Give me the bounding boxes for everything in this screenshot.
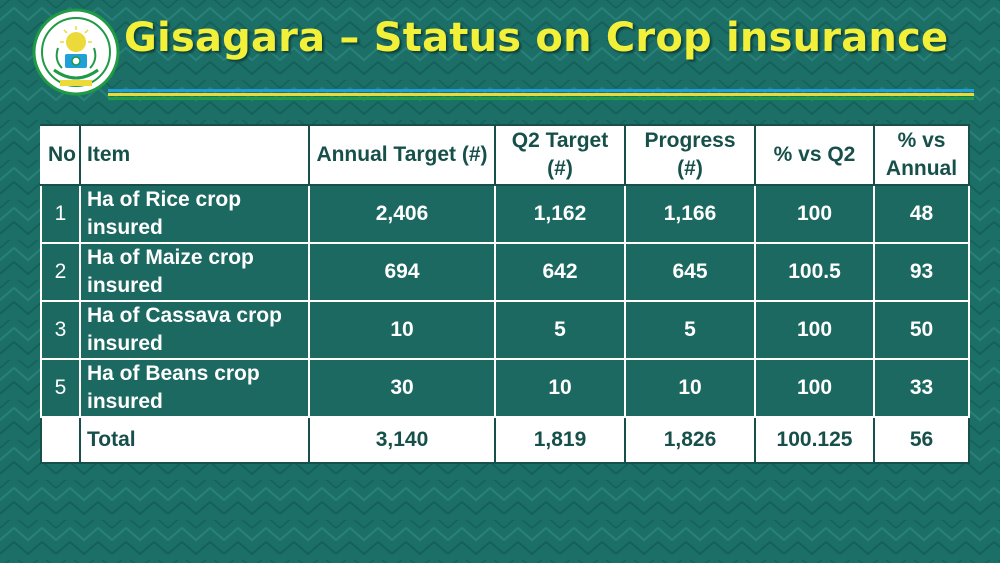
cell-no: 5: [40, 358, 81, 418]
cell-pct-q2: 100: [754, 300, 875, 360]
cell-annual-target: 3,140: [308, 416, 496, 464]
cell-no: 3: [40, 300, 81, 360]
header-q2-target: Q2 Target (#): [494, 124, 626, 186]
header-progress: Progress (#): [624, 124, 756, 186]
cell-item: Total: [79, 416, 310, 464]
cell-pct-annual: 33: [873, 358, 970, 418]
cell-progress: 645: [624, 242, 756, 302]
header-annual-target: Annual Target (#): [308, 124, 496, 186]
cell-item: Ha of Maize crop insured: [79, 242, 310, 302]
page-title: Gisagara – Status on Crop insurance: [124, 15, 949, 61]
header-pct-annual: % vs Annual: [873, 124, 970, 186]
header-pct-q2: % vs Q2: [754, 124, 875, 186]
cell-annual-target: 2,406: [308, 184, 496, 244]
cell-q2-target: 10: [494, 358, 626, 418]
cell-q2-target: 1,162: [494, 184, 626, 244]
cell-q2-target: 1,819: [494, 416, 626, 464]
cell-no: 1: [40, 184, 81, 244]
cell-pct-q2: 100: [754, 358, 875, 418]
cell-progress: 5: [624, 300, 756, 360]
table-row: 5 Ha of Beans crop insured 30 10 10 100 …: [40, 358, 970, 418]
cell-progress: 1,166: [624, 184, 756, 244]
cell-pct-annual: 50: [873, 300, 970, 360]
cell-annual-target: 10: [308, 300, 496, 360]
cell-no: 2: [40, 242, 81, 302]
crop-insurance-table: No Item Annual Target (#) Q2 Target (#) …: [40, 124, 970, 464]
table-header-row: No Item Annual Target (#) Q2 Target (#) …: [40, 124, 970, 186]
cell-progress: 1,826: [624, 416, 756, 464]
table-row: 2 Ha of Maize crop insured 694 642 645 1…: [40, 242, 970, 302]
cell-pct-q2: 100.125: [754, 416, 875, 464]
cell-pct-annual: 48: [873, 184, 970, 244]
rwanda-emblem-logo: [32, 8, 120, 96]
table-row: 1 Ha of Rice crop insured 2,406 1,162 1,…: [40, 184, 970, 244]
header-item: Item: [79, 124, 310, 186]
cell-no: [40, 416, 81, 464]
cell-pct-q2: 100: [754, 184, 875, 244]
cell-annual-target: 694: [308, 242, 496, 302]
cell-pct-q2: 100.5: [754, 242, 875, 302]
cell-pct-annual: 56: [873, 416, 970, 464]
cell-item: Ha of Cassava crop insured: [79, 300, 310, 360]
cell-item: Ha of Beans crop insured: [79, 358, 310, 418]
table-row: 3 Ha of Cassava crop insured 10 5 5 100 …: [40, 300, 970, 360]
cell-progress: 10: [624, 358, 756, 418]
cell-q2-target: 5: [494, 300, 626, 360]
flag-stripes: [108, 89, 974, 101]
cell-annual-target: 30: [308, 358, 496, 418]
header-no: No: [40, 124, 81, 186]
table-total-row: Total 3,140 1,819 1,826 100.125 56: [40, 416, 970, 464]
cell-q2-target: 642: [494, 242, 626, 302]
cell-item: Ha of Rice crop insured: [79, 184, 310, 244]
cell-pct-annual: 93: [873, 242, 970, 302]
